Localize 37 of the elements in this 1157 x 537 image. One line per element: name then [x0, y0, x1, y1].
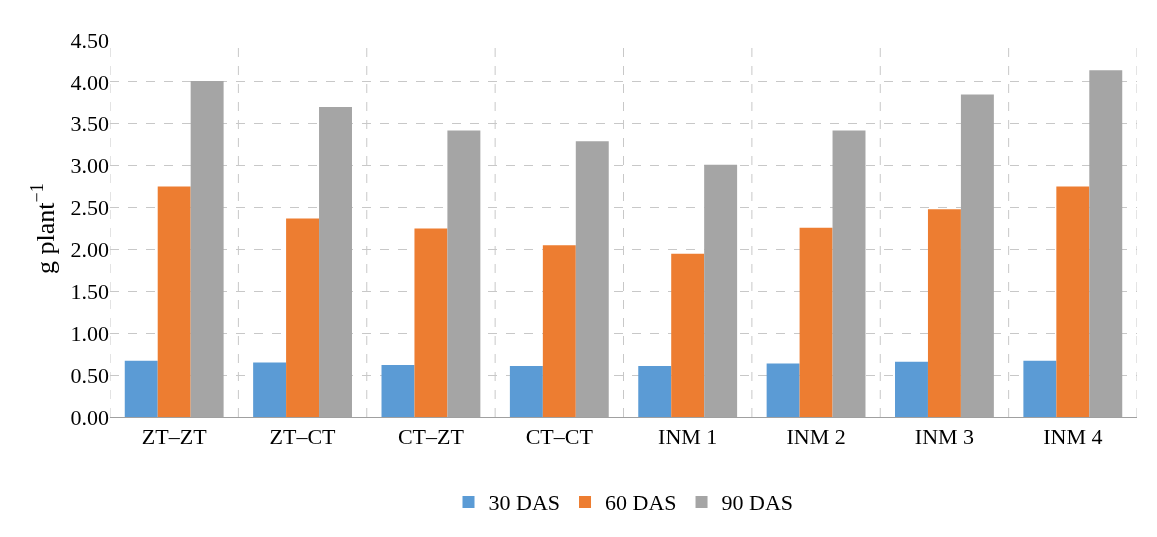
x-tick-label: INM 1: [658, 424, 718, 450]
y-tick-label: 3.00: [70, 153, 109, 179]
bar: [253, 362, 287, 417]
bar: [895, 361, 928, 417]
x-tick-label: INM 3: [914, 424, 975, 450]
legend-label: 30 DAS: [488, 490, 561, 516]
bar: [927, 209, 961, 417]
y-tick-label: 4.50: [70, 27, 109, 53]
bar: [638, 365, 672, 417]
y-tick-label: 1.00: [70, 320, 109, 346]
bar: [381, 365, 415, 417]
bar: [509, 365, 543, 417]
x-tick-label: ZT–ZT: [141, 424, 208, 450]
bar: [1023, 360, 1057, 417]
y-tick-label: 0.00: [70, 404, 109, 430]
x-tick-label: INM 4: [1043, 424, 1103, 450]
y-tick-label: 0.50: [70, 362, 109, 388]
x-tick-label: ZT–CT: [269, 424, 337, 450]
bar: [286, 218, 320, 417]
bar: [414, 228, 448, 417]
x-tick-label: CT–CT: [525, 424, 594, 450]
x-tick-label: INM 2: [786, 424, 846, 450]
y-tick-label: 3.50: [70, 111, 109, 137]
bar: [766, 363, 800, 417]
y-tick-label: 1.50: [70, 279, 109, 305]
y-tick-label: 4.00: [70, 69, 109, 95]
bar: [542, 245, 576, 417]
bar: [157, 186, 191, 417]
y-tick-label: 2.50: [70, 195, 109, 221]
x-tick-label: CT–ZT: [397, 424, 465, 450]
legend-label: 60 DAS: [605, 490, 677, 516]
bar: [1056, 186, 1090, 417]
legend-label: 90 DAS: [721, 490, 794, 516]
bar: [124, 360, 158, 417]
bar: [671, 253, 705, 417]
y-tick-label: 2.00: [70, 237, 109, 263]
bar: [799, 227, 833, 417]
